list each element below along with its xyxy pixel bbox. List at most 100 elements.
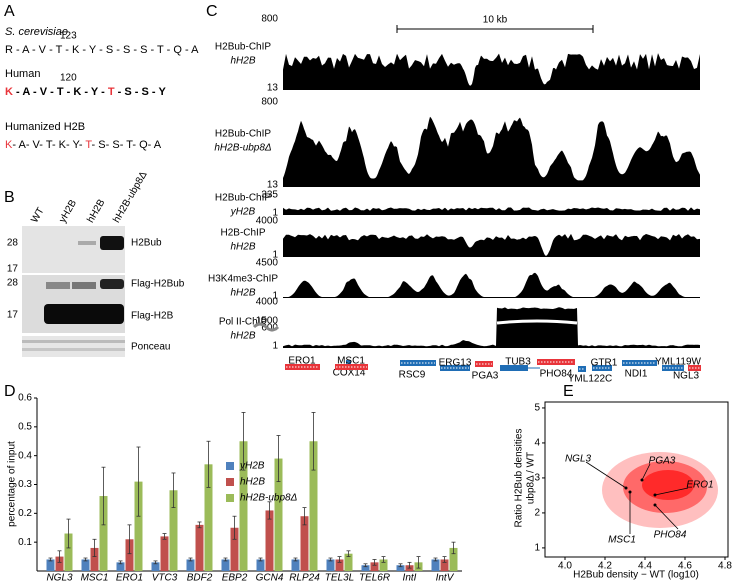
y-tick-label: 3 — [534, 473, 540, 484]
bar — [160, 536, 169, 571]
error-bar — [206, 440, 211, 488]
error-bar — [346, 550, 351, 557]
x-tick-label: BDF2 — [187, 573, 213, 583]
scale-bar — [396, 25, 594, 33]
lane-label: hH2B-ubp8Δ — [111, 169, 149, 224]
error-bar — [118, 560, 123, 565]
bar — [90, 547, 99, 571]
x-tick-label: IntV — [436, 573, 455, 583]
bar — [169, 490, 178, 571]
error-bar — [398, 563, 403, 568]
bar — [81, 559, 90, 571]
y-tick-label: 0.6 — [18, 393, 32, 404]
scale-bar-label: 10 kb — [483, 15, 508, 26]
error-bar — [92, 538, 97, 557]
error-bar — [276, 435, 281, 483]
track-max: 4500 — [256, 258, 279, 269]
y-tick-label: 0.1 — [18, 537, 32, 548]
error-bar — [363, 563, 368, 568]
organism-label: Human — [5, 68, 40, 80]
track-sample: yH2B — [230, 207, 256, 218]
annotation: PHO84 — [654, 530, 687, 541]
x-tick-label: IntI — [403, 573, 417, 583]
x-axis-title: H2Bub density − WT (log10) — [573, 570, 699, 581]
gene-label: COX14 — [333, 368, 366, 379]
x-tick-label: NGL3 — [46, 573, 73, 583]
organism-label: S. cerevisiae — [5, 26, 68, 38]
error-bar — [241, 412, 246, 471]
band-label: Flag-H2B — [131, 311, 174, 322]
panel-label: D — [4, 383, 16, 400]
track-min: 1 — [272, 291, 278, 302]
bar — [99, 496, 108, 571]
organism-label: Humanized H2B — [5, 121, 85, 133]
bar — [326, 559, 335, 571]
track-min: 13 — [267, 180, 279, 191]
track-label: H2Bub-ChIP — [215, 193, 271, 204]
error-bar — [232, 515, 237, 540]
x-tick-label: 4.2 — [598, 561, 612, 572]
track-sample: hH2B-ubp8Δ — [214, 143, 272, 154]
track-break: 1500 — [256, 316, 279, 327]
x-tick-label: GCN4 — [256, 573, 284, 583]
scatter-frame — [544, 401, 729, 558]
x-tick-label: 4.4 — [638, 561, 652, 572]
bar — [309, 441, 318, 571]
track-label: H2Bub-ChIP — [215, 129, 271, 140]
gene-box — [440, 365, 470, 371]
track-label: H3K4me3-ChIP — [208, 274, 278, 285]
y-tick-label: 0.3 — [18, 479, 32, 490]
y-axis-title: Ratio H2Bub densities — [514, 429, 525, 528]
x-tick-label: 4.0 — [558, 561, 572, 572]
lane-label: WT — [29, 206, 46, 225]
legend-label: hH2B-ubp8Δ — [240, 493, 298, 504]
annotation: NGL3 — [565, 454, 592, 465]
bar — [186, 559, 195, 571]
annotation-arrow — [654, 487, 689, 496]
error-bar — [267, 501, 272, 520]
error-bar — [101, 466, 106, 526]
bar — [291, 559, 300, 571]
mw-marker: 28 — [7, 278, 19, 289]
gene-box — [500, 365, 528, 371]
gene-label: RSC9 — [399, 370, 426, 381]
gene-box — [400, 360, 436, 366]
gene-label: PGA3 — [472, 371, 499, 382]
x-tick-label: MSC1 — [81, 573, 109, 583]
track-label: H2B-ChIP — [220, 228, 265, 239]
gene-label: ERG13 — [439, 358, 472, 369]
track-sample: hH2B — [230, 56, 255, 67]
coverage-track — [283, 116, 700, 187]
annotation: ERO1 — [686, 480, 713, 491]
bar — [125, 539, 134, 571]
annotation: MSC1 — [608, 535, 636, 546]
panel-label: C — [206, 3, 218, 20]
band-label: Ponceau — [131, 342, 170, 353]
sequence: K - A - V - T - K - Y - T - S - S - Y — [5, 86, 166, 98]
error-bar — [197, 521, 202, 529]
y-tick-label: 0.5 — [18, 421, 32, 432]
bar — [431, 559, 440, 571]
error-bar — [66, 518, 71, 549]
legend-swatch — [226, 478, 234, 486]
error-bar — [416, 556, 421, 569]
annotation-arrow — [654, 504, 679, 530]
bar — [335, 559, 344, 571]
gene-label: YML119W — [655, 357, 702, 368]
track-min: 1 — [272, 341, 278, 352]
bar — [344, 553, 353, 571]
legend-label: hH2B — [240, 477, 265, 488]
x-tick-label: TEL3L — [325, 573, 354, 583]
axis-break — [252, 322, 280, 332]
error-bar — [451, 541, 456, 555]
error-bar — [328, 557, 333, 562]
y-axis-title: ubp8Δ / WT — [526, 452, 537, 504]
error-bar — [372, 559, 377, 566]
panel-label: E — [563, 383, 574, 400]
bar — [361, 565, 370, 571]
error-bar — [302, 507, 307, 526]
coverage-track — [283, 272, 700, 298]
bar — [440, 559, 449, 571]
bar — [134, 481, 143, 571]
mw-marker: 17 — [7, 264, 19, 275]
